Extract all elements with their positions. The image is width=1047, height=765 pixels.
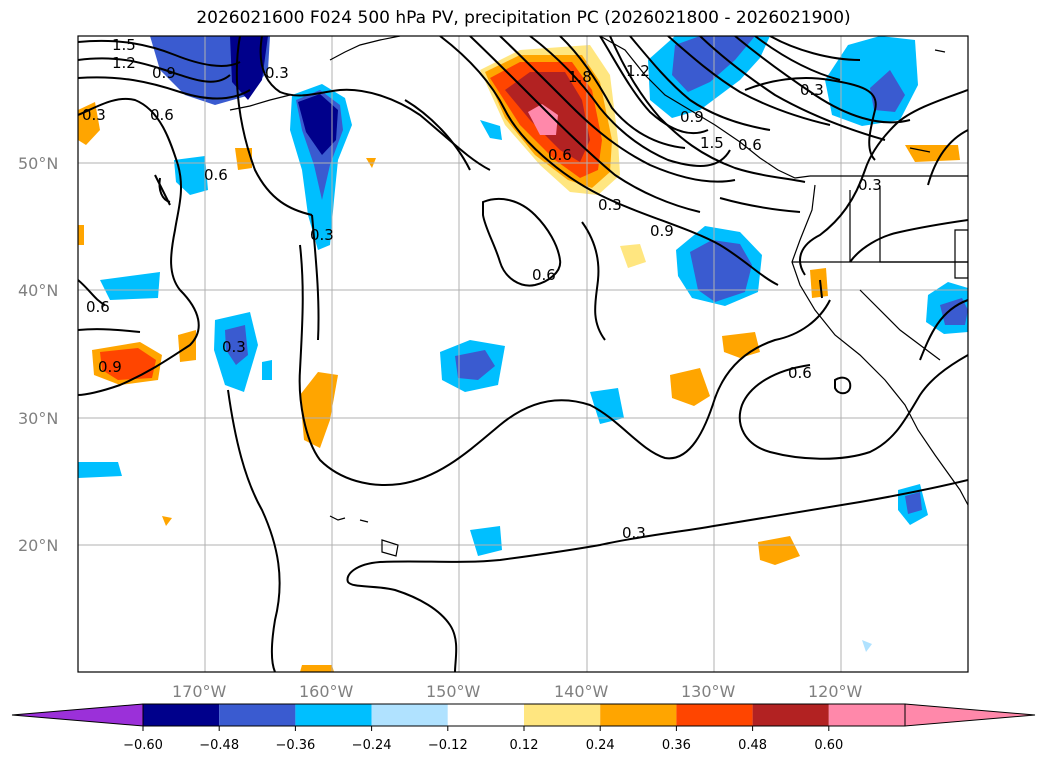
contour-label: 0.3: [265, 64, 289, 82]
plot-area: 1.5 1.2 0.9 0.3 0.3 0.6 0.6 0.3 0.6 0.6 …: [78, 36, 968, 672]
precip-negative-shading: [78, 36, 968, 652]
lon-label-130w: 130°W: [681, 682, 736, 701]
contour-label: 0.9: [152, 64, 176, 82]
longitude-labels: 170°W 160°W 150°W 140°W 130°W 120°W: [172, 682, 863, 701]
contour-label: 0.6: [548, 146, 572, 164]
lat-label-30n: 30°N: [18, 409, 58, 428]
lat-label-20n: 20°N: [18, 536, 58, 555]
contour-label: 1.5: [112, 36, 136, 54]
contour-label: 0.3: [622, 524, 646, 542]
lon-label-120w: 120°W: [808, 682, 863, 701]
contour-label: 0.6: [86, 298, 110, 316]
contour-label: 0.9: [650, 222, 674, 240]
coastlines: [229, 36, 968, 557]
map-frame: [77, 35, 969, 673]
latitude-labels: 50°N 40°N 30°N 20°N: [18, 154, 58, 555]
contour-labels: 1.5 1.2 0.9 0.3 0.3 0.6 0.6 0.3 0.6 0.6 …: [82, 36, 882, 542]
contour-label: 0.3: [598, 196, 622, 214]
lon-label-140w: 140°W: [554, 682, 609, 701]
contour-label: 0.6: [150, 106, 174, 124]
contour-label: 0.9: [680, 108, 704, 126]
contour-label: 1.2: [112, 54, 136, 72]
contour-label: 1.2: [626, 62, 650, 80]
contour-label: 0.3: [800, 81, 824, 99]
lat-label-40n: 40°N: [18, 281, 58, 300]
contour-label: 0.3: [82, 106, 106, 124]
contour-label: 0.9: [98, 358, 122, 376]
contour-label: 0.6: [788, 364, 812, 382]
lon-label-170w: 170°W: [172, 682, 227, 701]
contour-label: 0.3: [310, 226, 334, 244]
contour-label: 0.6: [204, 166, 228, 184]
contour-label: 0.6: [532, 266, 556, 284]
lon-label-150w: 150°W: [426, 682, 481, 701]
contour-label: 0.6: [738, 136, 762, 154]
map-title: 2026021600 F024 500 hPa PV, precipitatio…: [196, 8, 851, 28]
graticule: [78, 36, 968, 672]
contour-label: 0.3: [858, 176, 882, 194]
lon-label-160w: 160°W: [299, 682, 354, 701]
pv-contours: [78, 36, 968, 672]
contour-label: 1.8: [568, 68, 592, 86]
contour-label: 1.5: [700, 134, 724, 152]
lat-label-50n: 50°N: [18, 154, 58, 173]
precip-positive-shading: [78, 45, 960, 672]
contour-label: 0.3: [222, 338, 246, 356]
